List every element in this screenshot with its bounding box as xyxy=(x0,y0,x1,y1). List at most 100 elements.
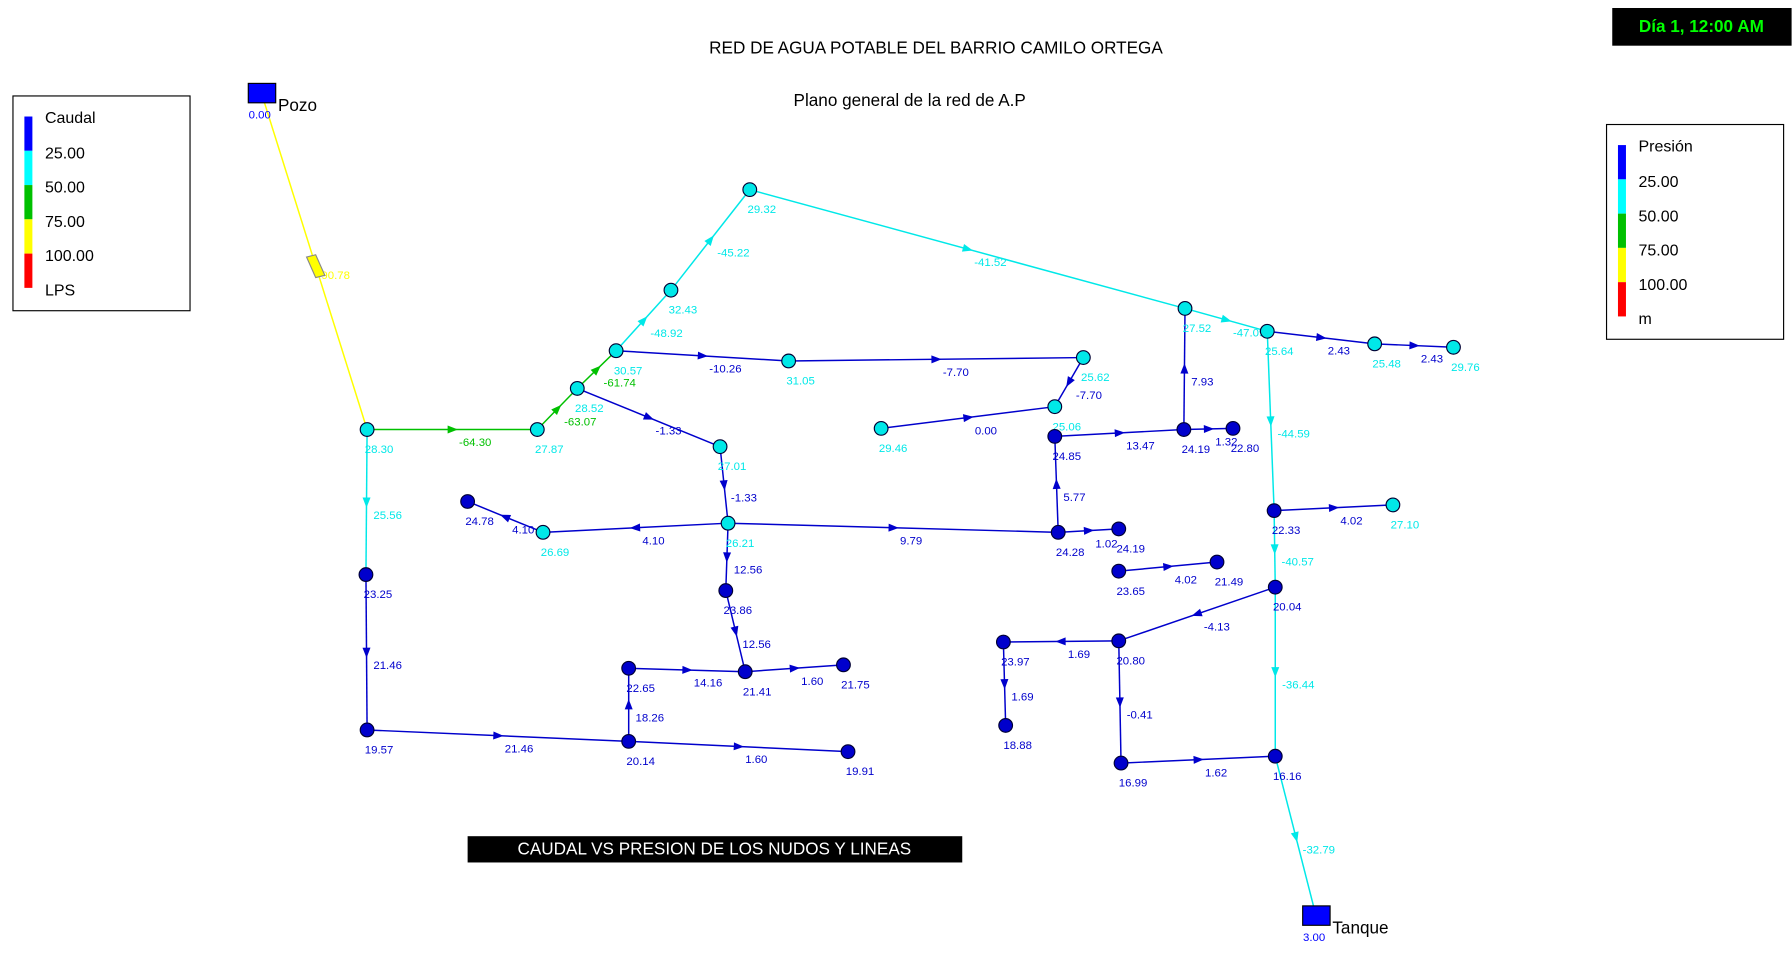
legend-swatch xyxy=(24,185,33,220)
link-label: -48.92 xyxy=(650,328,682,340)
junction xyxy=(359,722,375,738)
junction xyxy=(1047,428,1063,444)
link-label: 7.93 xyxy=(1191,377,1213,389)
node-label: 22.33 xyxy=(1272,525,1301,537)
link-label: 1.02 xyxy=(1095,538,1117,550)
legend-unit: m xyxy=(1639,311,1652,328)
flow-arrow xyxy=(1409,341,1420,350)
link-label: -61.74 xyxy=(604,377,637,389)
flow-arrow xyxy=(1271,667,1280,678)
flow-arrow xyxy=(961,243,973,252)
flow-arrow xyxy=(1191,608,1203,617)
junction xyxy=(995,634,1011,650)
node-label: 24.28 xyxy=(1056,547,1085,559)
link-label: -41.52 xyxy=(974,257,1006,269)
node-label: 28.30 xyxy=(365,444,394,456)
junction xyxy=(535,524,551,540)
link-label: 1.62 xyxy=(1205,767,1227,779)
flow-arrow xyxy=(697,351,709,360)
link-label: -4.13 xyxy=(1204,622,1230,634)
link-label: 1.69 xyxy=(1011,691,1033,703)
node-label: 29.32 xyxy=(747,204,776,216)
link-label: -47.09 xyxy=(1233,328,1265,340)
link-label: 0.00 xyxy=(975,425,997,437)
node-label: 22.80 xyxy=(1231,443,1260,455)
junction xyxy=(1225,420,1241,436)
flow-arrow xyxy=(1083,526,1095,535)
link-label: -0.41 xyxy=(1127,710,1153,722)
flow-arrow xyxy=(1000,679,1009,690)
junction xyxy=(1367,336,1383,352)
flow-arrow xyxy=(730,625,739,637)
storage-node xyxy=(247,82,277,104)
legends: Caudal 25.00 50.00 75.00 100.00 LPS Presión 25.… xyxy=(12,95,1785,340)
node-name: Tanque xyxy=(1332,917,1388,937)
flow-arrow xyxy=(1220,314,1232,323)
legend-level: 75.00 xyxy=(45,214,85,231)
link-label: -44.59 xyxy=(1278,429,1310,441)
node-label: 23.25 xyxy=(364,589,393,601)
title: RED DE AGUA POTABLE DEL BARRIO CAMILO OR… xyxy=(709,38,1163,58)
flow-arrow xyxy=(447,425,458,434)
junction xyxy=(663,282,679,298)
node-label: 31.05 xyxy=(786,376,815,388)
flow-arrow xyxy=(888,523,899,532)
flow-arrow xyxy=(1114,429,1126,438)
junction xyxy=(1047,399,1063,415)
link-label: 4.10 xyxy=(642,535,664,547)
flow-arrow xyxy=(733,742,745,751)
junction xyxy=(718,583,734,599)
flow-arrow xyxy=(500,514,512,523)
flow-arrow xyxy=(962,414,974,423)
flow-arrow xyxy=(362,647,371,658)
flow-arrow xyxy=(1328,503,1340,512)
junction xyxy=(1209,554,1225,570)
node-label: 21.41 xyxy=(743,686,772,698)
junction xyxy=(608,343,624,359)
node-label: 28.52 xyxy=(575,403,604,415)
flow-arrow xyxy=(931,355,942,364)
flow-arrow xyxy=(362,497,371,508)
node-label: 29.76 xyxy=(1451,362,1480,374)
node-label: 25.48 xyxy=(1372,358,1401,370)
junction xyxy=(1177,301,1193,316)
node-label: 26.21 xyxy=(726,538,755,550)
node-label: 24.78 xyxy=(465,516,494,528)
node-label: 19.57 xyxy=(365,745,394,757)
link-label: 2.43 xyxy=(1328,345,1350,357)
junction xyxy=(1446,339,1461,355)
junction xyxy=(1385,497,1401,513)
flow-arrow xyxy=(642,412,654,420)
link-label: 1.32 xyxy=(1215,437,1237,449)
link-label: -45.22 xyxy=(717,248,749,260)
junction xyxy=(873,420,889,436)
junction xyxy=(737,664,753,680)
link-label: -63.07 xyxy=(564,417,596,429)
link-label: 12.56 xyxy=(742,639,771,651)
link-label: -1.33 xyxy=(731,493,757,505)
link-label: 9.79 xyxy=(900,535,922,547)
junction xyxy=(781,353,797,369)
flow-arrow xyxy=(682,665,693,674)
flow-arrow xyxy=(704,235,714,246)
node-label: 23.86 xyxy=(724,605,753,617)
link-label: 13.47 xyxy=(1126,441,1155,453)
link-label: 25.56 xyxy=(373,510,402,522)
link-label: -7.70 xyxy=(943,367,969,379)
flow-arrow xyxy=(723,552,732,563)
node-label: 22.65 xyxy=(626,683,655,695)
flow-arrow xyxy=(1162,563,1174,572)
link-label: 12.56 xyxy=(734,565,763,577)
legend-title: Caudal xyxy=(45,110,96,127)
flow-arrow xyxy=(590,365,601,376)
flow-arrow xyxy=(1203,425,1215,434)
node-label: 26.69 xyxy=(541,547,570,559)
node-label: 25.06 xyxy=(1053,421,1082,433)
junction xyxy=(358,567,374,583)
junction xyxy=(742,182,758,198)
junction xyxy=(840,744,856,760)
legend-level: 100.00 xyxy=(45,248,94,265)
legend-swatch xyxy=(24,219,33,254)
